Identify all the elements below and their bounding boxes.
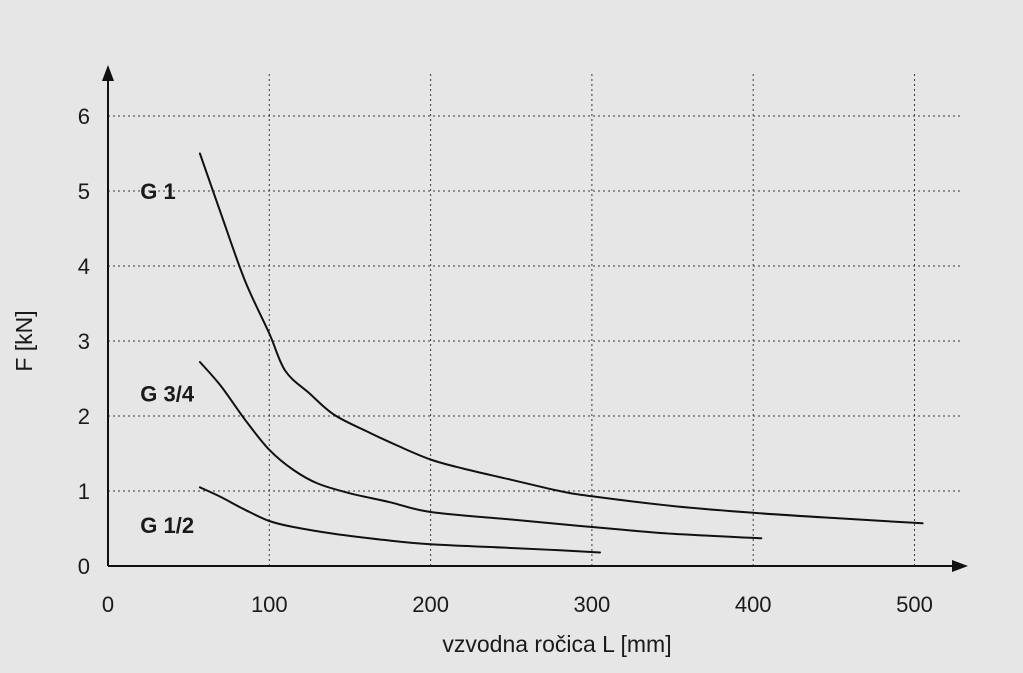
series-line-g-1 <box>198 152 924 525</box>
x-tick-label: 0 <box>102 592 114 617</box>
y-tick-label: 5 <box>78 179 90 204</box>
x-tick-label: 400 <box>735 592 772 617</box>
series-label: G 1 <box>140 179 175 204</box>
series-labels: G 1 G 3/4 G 1/2 <box>140 179 195 538</box>
x-tick-label: 200 <box>412 592 449 617</box>
series <box>198 152 924 554</box>
series-label: G 1/2 <box>140 513 194 538</box>
axes <box>102 65 968 572</box>
x-axis-title: vzvodna ročica L [mm] <box>442 631 671 657</box>
grid <box>108 73 960 566</box>
y-tick-label: 3 <box>78 329 90 354</box>
y-tick-label: 2 <box>78 404 90 429</box>
series-label: G 3/4 <box>140 382 195 407</box>
x-tick-label: 500 <box>896 592 933 617</box>
y-tick-label: 4 <box>78 254 90 279</box>
x-axis-arrow <box>952 560 968 572</box>
y-axis-arrow <box>102 65 114 81</box>
y-tick-label: 0 <box>78 554 90 579</box>
x-tick-label: 300 <box>574 592 611 617</box>
series-line-g-1-2 <box>198 486 601 554</box>
series-line-g-3-4 <box>198 361 763 540</box>
x-tick-label: 100 <box>251 592 288 617</box>
y-tick-label: 1 <box>78 479 90 504</box>
y-tick-label: 6 <box>78 104 90 129</box>
tick-labels: 0 100 200 300 400 500 0 1 2 3 4 5 6 <box>78 104 933 617</box>
y-axis-title: F [kN] <box>11 310 37 371</box>
